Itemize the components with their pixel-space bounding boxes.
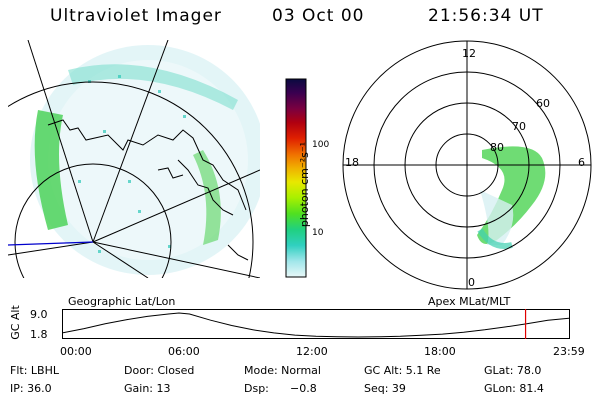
date-label: 03 Oct 00 [272, 6, 365, 26]
lat-label-60: 60 [536, 97, 550, 110]
dsp-label: Dsp: [244, 382, 269, 395]
xtick-2: 12:00 [296, 345, 328, 358]
ip-value: IP: 36.0 [10, 382, 52, 395]
colorbar-tick-10: 10 [312, 228, 324, 238]
mode-value: Mode: Normal [244, 364, 321, 377]
altitude-plot [62, 309, 570, 339]
colorbar [285, 78, 307, 278]
xtick-3: 18:00 [424, 345, 456, 358]
xtick-0: 00:00 [60, 345, 92, 358]
gain-value: Gain: 13 [124, 382, 171, 395]
polar-plot [342, 40, 592, 290]
apex-caption: Apex MLat/MLT [428, 295, 511, 308]
seq-value: Seq: 39 [364, 382, 406, 395]
mlt-label-12: 12 [462, 47, 476, 60]
lat-label-80: 80 [490, 141, 504, 154]
altitude-ylabel: GC Alt [8, 305, 22, 340]
mlt-label-6: 6 [578, 156, 585, 169]
mlt-label-0: 0 [468, 276, 475, 289]
gc-alt-value: GC Alt: 5.1 Re [364, 364, 441, 377]
altitude-ytick-bottom: 1.8 [30, 328, 48, 341]
altitude-ytick-top: 9.0 [30, 308, 48, 321]
time-label: 21:56:34 UT [428, 6, 544, 26]
dsp-value: −0.8 [290, 382, 317, 395]
xtick-1: 06:00 [168, 345, 200, 358]
door-value: Door: Closed [124, 364, 195, 377]
glat-value: GLat: 78.0 [484, 364, 542, 377]
lat-label-70: 70 [512, 120, 526, 133]
xtick-4: 23:59 [553, 345, 585, 358]
instrument-title: Ultraviolet Imager [50, 6, 222, 26]
filter-value: Flt: LBHL [10, 364, 59, 377]
geographic-image [8, 40, 260, 278]
colorbar-unit-label: photon cm⁻²s⁻¹ [298, 141, 312, 228]
altitude-curve [62, 312, 570, 338]
mlt-label-18: 18 [345, 156, 359, 169]
colorbar-tick-100: 100 [312, 140, 330, 150]
glon-value: GLon: 81.4 [484, 382, 544, 395]
geographic-caption: Geographic Lat/Lon [68, 295, 176, 308]
